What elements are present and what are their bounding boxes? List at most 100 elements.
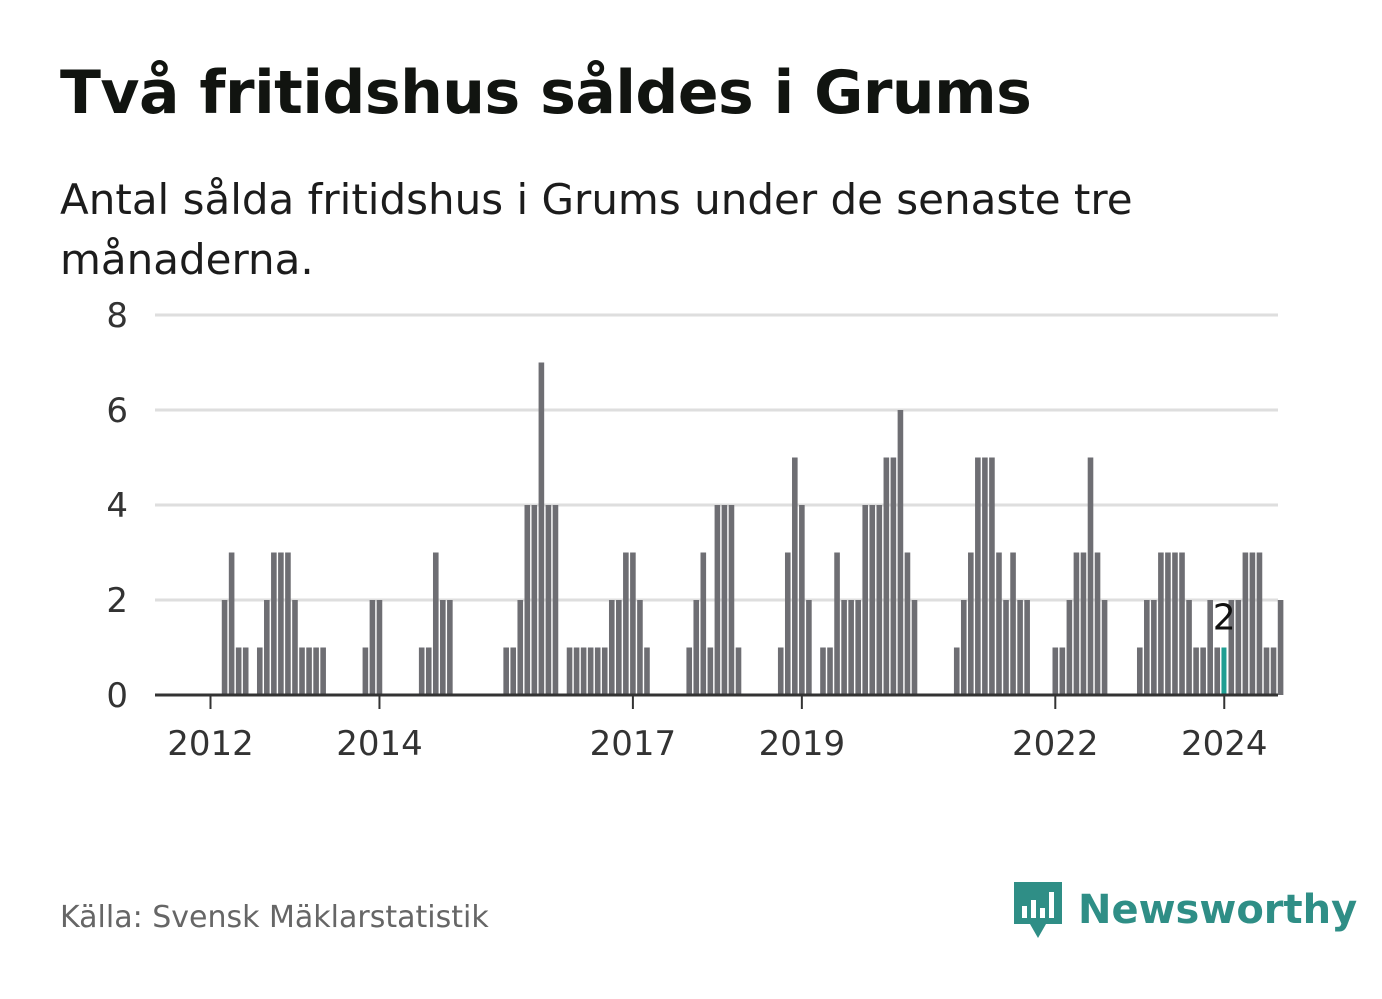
bar (982, 457, 988, 695)
bar (552, 505, 559, 695)
y-tick-label: 2 (106, 581, 128, 621)
bar (968, 552, 974, 695)
brand-name: Newsworthy (1078, 887, 1358, 933)
bar (1200, 647, 1206, 695)
bar (996, 552, 1002, 695)
bar (1165, 552, 1171, 695)
bar (714, 505, 721, 695)
bar (313, 647, 319, 695)
bar (1151, 600, 1157, 695)
bar (320, 647, 326, 695)
highlight-bar (1221, 647, 1227, 695)
brand-logo[interactable]: Newsworthy (1010, 880, 1357, 940)
bar (601, 647, 608, 695)
bar (911, 600, 918, 695)
bar (608, 600, 615, 695)
bar (538, 362, 545, 695)
y-tick-label: 4 (106, 486, 128, 526)
bar (271, 552, 277, 695)
bar (292, 600, 298, 695)
bar (1214, 647, 1221, 695)
bar (256, 647, 263, 695)
bar (510, 647, 517, 695)
bar (432, 552, 439, 695)
bar (953, 647, 960, 695)
bar (440, 600, 446, 695)
bar (1263, 647, 1270, 695)
x-tick-label: 2012 (167, 724, 254, 764)
bar (707, 647, 714, 695)
y-tick-label: 6 (106, 391, 128, 431)
bar (447, 600, 453, 695)
x-tick-label: 2017 (590, 724, 677, 764)
bar (278, 552, 284, 695)
bar (792, 457, 798, 695)
bar (425, 647, 432, 695)
bar (1179, 552, 1185, 695)
bar (1003, 600, 1009, 695)
bar (693, 600, 700, 695)
bar (1158, 552, 1164, 695)
bar (735, 647, 742, 695)
bar (580, 647, 587, 695)
bar (594, 647, 601, 695)
bar (221, 600, 228, 695)
bar (531, 505, 538, 695)
source-note: Källa: Svensk Mäklarstatistik (60, 900, 489, 935)
bar (883, 457, 890, 695)
newsworthy-logo-icon (1014, 882, 1062, 938)
bar (799, 505, 805, 695)
bar (228, 552, 235, 695)
x-tick-label: 2014 (336, 724, 423, 764)
bar (1024, 600, 1030, 695)
bar (630, 552, 636, 695)
bar (904, 552, 911, 695)
bar (989, 457, 995, 695)
bar (1073, 552, 1080, 695)
bar (784, 552, 791, 695)
bar (1087, 457, 1094, 695)
bar (890, 457, 897, 695)
bar (1242, 552, 1249, 695)
bar (862, 505, 869, 695)
bar (1144, 600, 1150, 695)
bar (820, 647, 826, 695)
bar (242, 647, 249, 695)
bar (299, 647, 305, 695)
bar (1172, 552, 1178, 695)
bar (1228, 600, 1235, 695)
y-tick-label: 0 (106, 676, 128, 716)
bar (897, 410, 904, 695)
bar (566, 647, 573, 695)
bar (1080, 552, 1087, 695)
bar (1059, 647, 1066, 695)
chart-subtitle: Antal sålda fritidshus i Grums under de … (60, 175, 1133, 284)
highlight-value-label: 2 (1213, 598, 1236, 639)
bar (517, 600, 524, 695)
x-tick-label: 2019 (759, 724, 846, 764)
bar (686, 647, 693, 695)
bar (285, 552, 291, 695)
bar (376, 600, 383, 695)
bar (855, 600, 861, 695)
bar (306, 647, 312, 695)
bar (616, 600, 622, 695)
bar (644, 647, 650, 695)
bar (728, 505, 735, 695)
bar (1101, 600, 1108, 695)
bar (827, 647, 833, 695)
bar (1270, 647, 1277, 695)
x-tick-label: 2024 (1181, 724, 1268, 764)
bar (418, 647, 425, 695)
bar (362, 647, 369, 695)
bar (1249, 552, 1256, 695)
bar (623, 552, 629, 695)
bar (545, 505, 552, 695)
bar (960, 600, 967, 695)
bar (700, 552, 707, 695)
bar (369, 600, 376, 695)
bar (1256, 552, 1263, 695)
bar (1010, 552, 1016, 695)
bar (524, 505, 531, 695)
